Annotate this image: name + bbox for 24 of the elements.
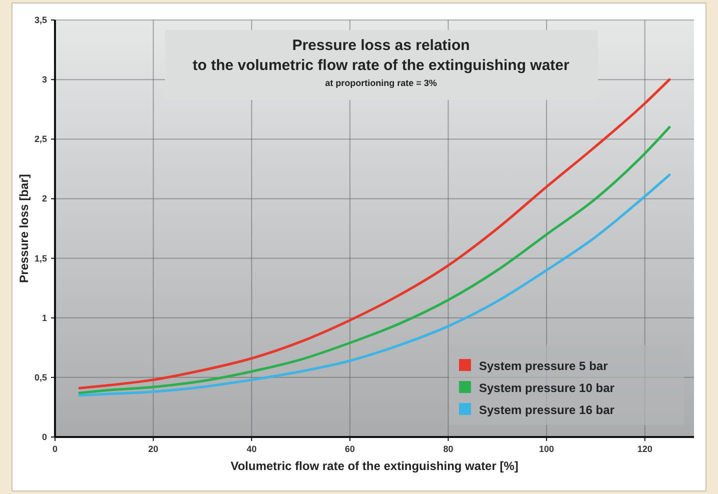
x-axis-title: Volumetric flow rate of the extinguishing water [%] xyxy=(230,459,518,473)
legend-label: System pressure 16 bar xyxy=(479,403,615,417)
text: at proportioning rate = 3% xyxy=(325,78,437,88)
x-tick-label: 80 xyxy=(443,444,454,454)
x-tick-label: 100 xyxy=(539,444,554,454)
line-series xyxy=(78,174,671,397)
y-tick-label: 0,5 xyxy=(34,372,47,382)
y-tick-label: 2 xyxy=(42,194,47,204)
line-series xyxy=(78,126,671,394)
y-tick-label: 1 xyxy=(42,312,47,323)
y-axis-title: Pressure loss [bar] xyxy=(17,174,31,283)
legend-label: System pressure 10 bar xyxy=(479,381,615,395)
legend-label: System pressure 5 bar xyxy=(479,359,608,373)
y-tick-label: 0 xyxy=(42,432,47,442)
x-tick-label: 20 xyxy=(148,444,158,454)
y-tick-label: 3,5 xyxy=(34,15,47,25)
x-tick-label: 0 xyxy=(52,444,58,454)
text: Pressure loss as relation to the volumetric flow rate of the extinguishing water xyxy=(192,37,570,74)
y-tick-label: 2,5 xyxy=(34,134,47,144)
x-tick-label: 60 xyxy=(344,444,355,454)
y-tick-label: 3 xyxy=(42,74,47,85)
x-tick-label: 120 xyxy=(637,444,652,454)
x-tick-label: 40 xyxy=(246,444,257,454)
y-tick-label: 1,5 xyxy=(34,253,47,264)
